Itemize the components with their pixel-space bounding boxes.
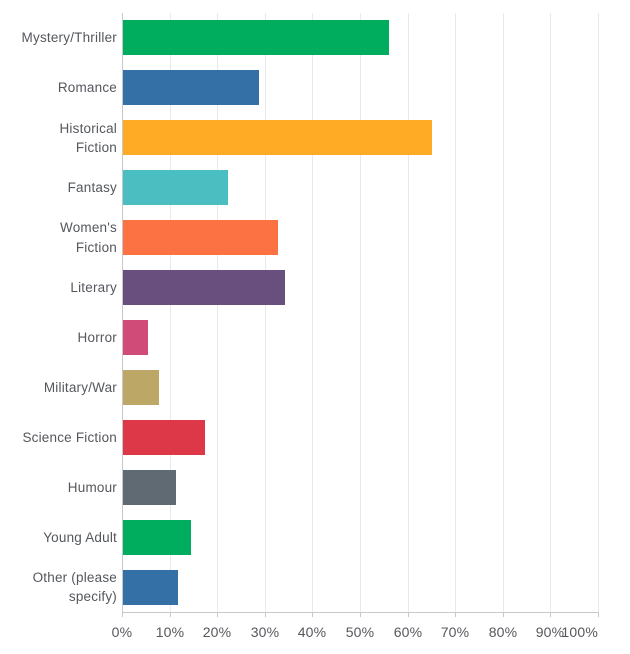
category-row: Fantasy [0, 163, 117, 213]
category-row: Science Fiction [0, 412, 117, 462]
bar-romance [123, 70, 259, 106]
gridline [360, 13, 361, 612]
bar-young-adult [123, 519, 191, 555]
category-row: Romance [0, 63, 117, 113]
axis-tick [312, 612, 313, 617]
axis-tick [455, 612, 456, 617]
axis-tick [503, 612, 504, 617]
x-axis-line [122, 612, 599, 613]
bar-women-s-fiction [123, 220, 278, 256]
category-label-other-please-specify: Other (please specify) [32, 569, 117, 605]
category-label-horror: Horror [77, 329, 117, 345]
gridline [408, 13, 409, 612]
gridline [503, 13, 504, 612]
bar-other-please-specify [123, 569, 178, 605]
axis-tick [170, 612, 171, 617]
category-label-romance: Romance [57, 80, 117, 96]
category-label-literary: Literary [70, 279, 117, 295]
x-tick-label-40pct: 40% [297, 624, 327, 640]
category-axis-labels: Mystery/Thriller Romance Historical Fictio… [0, 13, 117, 612]
category-label-historical-fiction: Historical Fiction [59, 120, 117, 155]
category-row: Horror [0, 313, 117, 363]
x-tick-label-30pct: 30% [250, 624, 280, 640]
y-axis-line [122, 13, 123, 617]
x-tick-label-0pct: 0% [111, 624, 133, 640]
gridline [550, 13, 551, 612]
category-label-science-fiction: Science Fiction [22, 429, 117, 445]
x-tick-label-90pct: 90% [535, 624, 565, 640]
x-tick-label-60pct: 60% [393, 624, 423, 640]
gridline [598, 13, 599, 612]
category-row: Mystery/Thriller [0, 13, 117, 63]
bar-humour [123, 469, 177, 505]
axis-tick [598, 612, 599, 617]
category-row: Military/War [0, 362, 117, 412]
category-label-mystery-thriller: Mystery/Thriller [21, 30, 117, 46]
x-tick-label-100pct: 100% [561, 624, 598, 640]
axis-tick [217, 612, 218, 617]
x-tick-label-10pct: 10% [155, 624, 185, 640]
bar-historical-fiction [123, 120, 433, 156]
axis-tick [408, 612, 409, 617]
category-label-young-adult: Young Adult [43, 529, 117, 545]
bar-mystery-thriller [123, 20, 389, 56]
category-row: Women's Fiction [0, 213, 117, 263]
plot-area [122, 13, 599, 617]
gridline [455, 13, 456, 612]
category-label-military-war: Military/War [43, 379, 117, 395]
x-tick-label-20pct: 20% [202, 624, 232, 640]
category-row: Young Adult [0, 512, 117, 562]
gridline [312, 13, 313, 612]
gridline [265, 13, 266, 612]
bar-fantasy [123, 170, 228, 206]
bar-science-fiction [123, 419, 205, 455]
x-tick-label-70pct: 70% [440, 624, 470, 640]
category-row: Literary [0, 263, 117, 313]
x-tick-label-80pct: 80% [488, 624, 518, 640]
category-row: Humour [0, 462, 117, 512]
axis-tick [550, 612, 551, 617]
bar-literary [123, 270, 286, 306]
category-label-humour: Humour [67, 479, 117, 495]
bar-horror [123, 319, 148, 355]
gridline [217, 13, 218, 612]
bar-military-war [123, 369, 159, 405]
category-row: Other (please specify) [0, 562, 117, 612]
category-row: Historical Fiction [0, 113, 117, 163]
gridline [170, 13, 171, 612]
axis-tick [360, 612, 361, 617]
category-label-fantasy: Fantasy [67, 180, 117, 196]
axis-tick [265, 612, 266, 617]
x-tick-label-50pct: 50% [345, 624, 375, 640]
category-label-women-s-fiction: Women's Fiction [60, 220, 117, 255]
